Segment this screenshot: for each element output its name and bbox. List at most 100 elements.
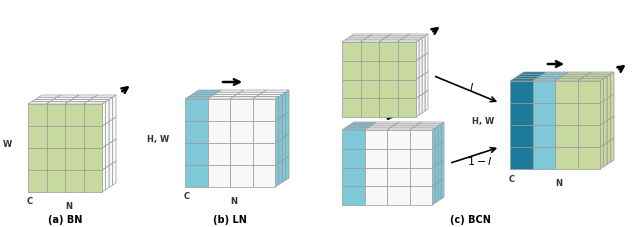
- Polygon shape: [35, 98, 57, 100]
- Polygon shape: [435, 183, 438, 203]
- Polygon shape: [415, 124, 441, 126]
- Bar: [207, 121, 230, 143]
- Text: C: C: [27, 197, 33, 206]
- Bar: [577, 82, 600, 104]
- Polygon shape: [604, 143, 607, 167]
- Polygon shape: [102, 168, 106, 192]
- Polygon shape: [425, 91, 428, 111]
- Polygon shape: [419, 57, 422, 78]
- Bar: [387, 149, 410, 168]
- Polygon shape: [406, 35, 428, 37]
- Bar: [342, 186, 365, 205]
- Polygon shape: [438, 162, 441, 183]
- Polygon shape: [278, 139, 282, 163]
- Polygon shape: [351, 35, 372, 37]
- Polygon shape: [230, 97, 256, 100]
- Polygon shape: [83, 102, 106, 105]
- Polygon shape: [536, 77, 562, 79]
- Bar: [342, 168, 365, 186]
- Polygon shape: [387, 128, 413, 131]
- Bar: [379, 80, 397, 99]
- Polygon shape: [432, 128, 435, 149]
- Polygon shape: [441, 160, 444, 180]
- Bar: [342, 62, 360, 80]
- Bar: [47, 126, 65, 148]
- Polygon shape: [543, 73, 569, 75]
- Polygon shape: [259, 93, 285, 95]
- Bar: [83, 170, 102, 192]
- Polygon shape: [102, 102, 106, 126]
- Polygon shape: [438, 124, 441, 145]
- Bar: [397, 43, 416, 62]
- Polygon shape: [432, 184, 435, 205]
- Bar: [510, 82, 532, 104]
- Polygon shape: [102, 146, 106, 170]
- Polygon shape: [275, 163, 278, 187]
- Bar: [342, 149, 365, 168]
- Polygon shape: [611, 73, 614, 97]
- Text: (c) BCN: (c) BCN: [449, 214, 490, 224]
- Polygon shape: [607, 97, 611, 121]
- Polygon shape: [282, 158, 285, 183]
- Bar: [532, 82, 555, 104]
- Bar: [410, 131, 432, 149]
- Polygon shape: [241, 91, 266, 93]
- Text: N: N: [230, 197, 237, 206]
- Polygon shape: [68, 100, 90, 102]
- Bar: [185, 121, 207, 143]
- Polygon shape: [435, 126, 438, 147]
- Polygon shape: [285, 91, 289, 115]
- Polygon shape: [369, 35, 391, 37]
- Text: H, W: H, W: [472, 117, 494, 126]
- Bar: [510, 147, 532, 169]
- Bar: [387, 186, 410, 205]
- Bar: [65, 148, 83, 170]
- Polygon shape: [113, 139, 116, 163]
- Polygon shape: [185, 97, 211, 100]
- Polygon shape: [38, 96, 61, 98]
- Polygon shape: [360, 41, 382, 43]
- Bar: [230, 100, 253, 121]
- Polygon shape: [275, 97, 278, 121]
- Polygon shape: [438, 180, 441, 201]
- Polygon shape: [192, 93, 218, 95]
- Polygon shape: [218, 91, 244, 93]
- Polygon shape: [278, 95, 282, 119]
- Bar: [365, 168, 387, 186]
- Bar: [185, 100, 207, 121]
- Bar: [387, 131, 410, 149]
- Polygon shape: [401, 39, 422, 41]
- Polygon shape: [76, 96, 97, 98]
- Polygon shape: [65, 102, 87, 105]
- Text: N: N: [556, 179, 563, 188]
- Polygon shape: [106, 100, 109, 124]
- Polygon shape: [263, 91, 289, 93]
- Bar: [410, 186, 432, 205]
- Bar: [253, 100, 275, 121]
- Polygon shape: [109, 142, 113, 166]
- Bar: [342, 80, 360, 99]
- Bar: [253, 165, 275, 187]
- Polygon shape: [403, 37, 425, 39]
- Polygon shape: [435, 145, 438, 166]
- Polygon shape: [416, 59, 419, 80]
- Polygon shape: [195, 91, 221, 93]
- Text: (a) BN: (a) BN: [48, 214, 82, 224]
- Bar: [83, 148, 102, 170]
- Polygon shape: [189, 95, 214, 97]
- Polygon shape: [109, 120, 113, 144]
- Bar: [230, 121, 253, 143]
- Polygon shape: [611, 116, 614, 141]
- Polygon shape: [374, 122, 399, 124]
- Bar: [230, 143, 253, 165]
- Polygon shape: [441, 141, 444, 162]
- Bar: [207, 100, 230, 121]
- Text: $1 - l$: $1 - l$: [467, 155, 492, 167]
- Polygon shape: [604, 99, 607, 123]
- Polygon shape: [438, 143, 441, 164]
- Polygon shape: [285, 156, 289, 180]
- Polygon shape: [285, 134, 289, 158]
- Polygon shape: [604, 77, 607, 101]
- Bar: [360, 62, 379, 80]
- Bar: [28, 170, 47, 192]
